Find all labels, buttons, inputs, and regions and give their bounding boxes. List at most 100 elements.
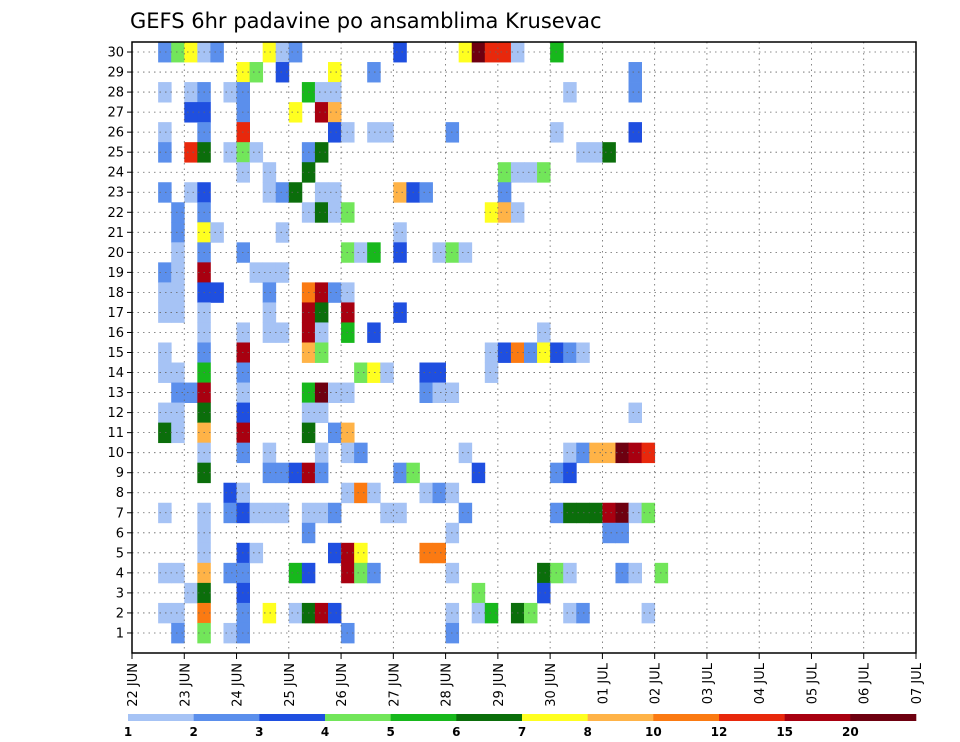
heatmap-cell bbox=[367, 362, 381, 383]
x-tick-label: 28 JUN bbox=[440, 663, 455, 707]
heatmap-cell bbox=[288, 182, 303, 203]
heatmap-cell bbox=[419, 182, 433, 203]
heatmap-cell bbox=[497, 202, 512, 223]
y-axis: 1234567891011121314151617181920212223242… bbox=[107, 46, 132, 641]
heatmap-cell bbox=[158, 302, 172, 323]
colorbar-swatch bbox=[193, 714, 260, 721]
heatmap-cell bbox=[158, 502, 172, 524]
heatmap-cell bbox=[223, 622, 237, 644]
heatmap-cell bbox=[275, 62, 290, 83]
colorbar-swatch bbox=[128, 714, 194, 721]
x-tick-label: 29 JUN bbox=[492, 663, 507, 707]
heatmap-cell bbox=[158, 142, 172, 163]
y-tick-label: 30 bbox=[107, 46, 124, 61]
y-tick-label: 26 bbox=[107, 126, 124, 141]
y-tick-label: 27 bbox=[107, 106, 124, 121]
y-tick-label: 14 bbox=[107, 366, 124, 381]
y-tick-label: 22 bbox=[107, 206, 124, 221]
heatmap-cell bbox=[314, 202, 329, 223]
heatmap-cell bbox=[158, 82, 172, 103]
heatmap-cell bbox=[497, 342, 512, 363]
x-tick-label: 06 JUL bbox=[858, 662, 873, 704]
heatmap-cell bbox=[223, 562, 237, 584]
heatmap-cell bbox=[484, 202, 499, 223]
heatmap-cell bbox=[262, 462, 277, 484]
heatmap-cell bbox=[484, 602, 499, 624]
heatmap-cell bbox=[314, 442, 329, 464]
heatmap-cell bbox=[275, 42, 290, 63]
heatmap-cell bbox=[275, 262, 290, 283]
heatmap-cell bbox=[367, 242, 381, 263]
y-tick-label: 24 bbox=[107, 166, 124, 181]
heatmap-cell bbox=[393, 42, 407, 63]
heatmap-cell bbox=[328, 122, 342, 143]
heatmap-cell bbox=[158, 282, 172, 303]
heatmap-cell bbox=[563, 462, 577, 484]
heatmap-cell bbox=[158, 602, 172, 624]
heatmap-cell bbox=[158, 182, 172, 203]
colorbar-label: 1 bbox=[124, 725, 132, 739]
heatmap-cell bbox=[314, 82, 329, 103]
heatmap-cell bbox=[158, 422, 172, 444]
heatmap-cell bbox=[262, 282, 277, 303]
heatmap-cell bbox=[314, 382, 329, 403]
heatmap-cell bbox=[419, 482, 433, 504]
x-tick-label: 24 JUN bbox=[231, 663, 246, 707]
y-tick-label: 23 bbox=[107, 186, 124, 201]
grid-lines bbox=[132, 42, 916, 653]
heatmap-cell bbox=[328, 422, 342, 444]
colorbar-swatch bbox=[587, 714, 654, 721]
heatmap-cell bbox=[537, 562, 551, 584]
heatmap-cell bbox=[288, 102, 303, 123]
heatmap-cell bbox=[314, 462, 329, 484]
heatmap-cell bbox=[184, 82, 198, 103]
heatmap-cell bbox=[223, 502, 237, 524]
heatmap-cell bbox=[537, 162, 551, 183]
heatmap-cell bbox=[458, 42, 473, 63]
x-tick-label: 01 JUL bbox=[596, 662, 611, 704]
heatmap-cell bbox=[328, 382, 342, 403]
heatmap-cell bbox=[602, 442, 616, 464]
heatmap-cell bbox=[171, 222, 185, 243]
heatmap-cell bbox=[328, 282, 342, 303]
heatmap-cell bbox=[471, 582, 486, 604]
y-tick-label: 6 bbox=[116, 526, 124, 541]
heatmap-cell bbox=[471, 42, 486, 63]
heatmap-cell bbox=[602, 502, 616, 524]
colorbar-label: 12 bbox=[711, 725, 728, 739]
heatmap-cell bbox=[314, 402, 329, 424]
heatmap-cell bbox=[563, 342, 577, 363]
heatmap-cell bbox=[380, 122, 394, 143]
y-tick-label: 19 bbox=[107, 266, 124, 281]
y-tick-label: 15 bbox=[107, 346, 124, 361]
heatmap-cell bbox=[328, 62, 342, 83]
heatmap-cell bbox=[419, 382, 433, 403]
y-tick-label: 18 bbox=[107, 286, 124, 301]
heatmap-cell bbox=[158, 42, 172, 63]
colorbar-label: 20 bbox=[842, 725, 859, 739]
heatmap-cell bbox=[497, 162, 512, 183]
y-tick-label: 29 bbox=[107, 66, 124, 81]
heatmap-cell bbox=[249, 62, 264, 83]
heatmap-cell bbox=[288, 562, 303, 584]
heatmap-cell bbox=[484, 42, 499, 63]
heatmap-cell bbox=[171, 302, 185, 323]
heatmap-cell bbox=[184, 42, 198, 63]
colorbar-label: 6 bbox=[452, 725, 460, 739]
heatmap-cell bbox=[563, 442, 577, 464]
x-tick-label: 30 JUN bbox=[544, 663, 559, 707]
y-tick-label: 12 bbox=[107, 406, 124, 421]
heatmap-cell bbox=[367, 322, 381, 343]
heatmap-cell bbox=[223, 142, 237, 163]
heatmap-cell bbox=[628, 122, 642, 143]
heatmap-cell bbox=[393, 462, 407, 484]
y-tick-label: 2 bbox=[116, 606, 124, 621]
x-tick-label: 02 JUL bbox=[649, 662, 664, 704]
y-tick-label: 5 bbox=[116, 546, 124, 561]
y-tick-label: 20 bbox=[107, 246, 124, 261]
heatmap-cell bbox=[328, 602, 342, 624]
heatmap-cell bbox=[171, 602, 185, 624]
heatmap-cell bbox=[249, 262, 264, 283]
heatmap-cell bbox=[471, 462, 486, 484]
